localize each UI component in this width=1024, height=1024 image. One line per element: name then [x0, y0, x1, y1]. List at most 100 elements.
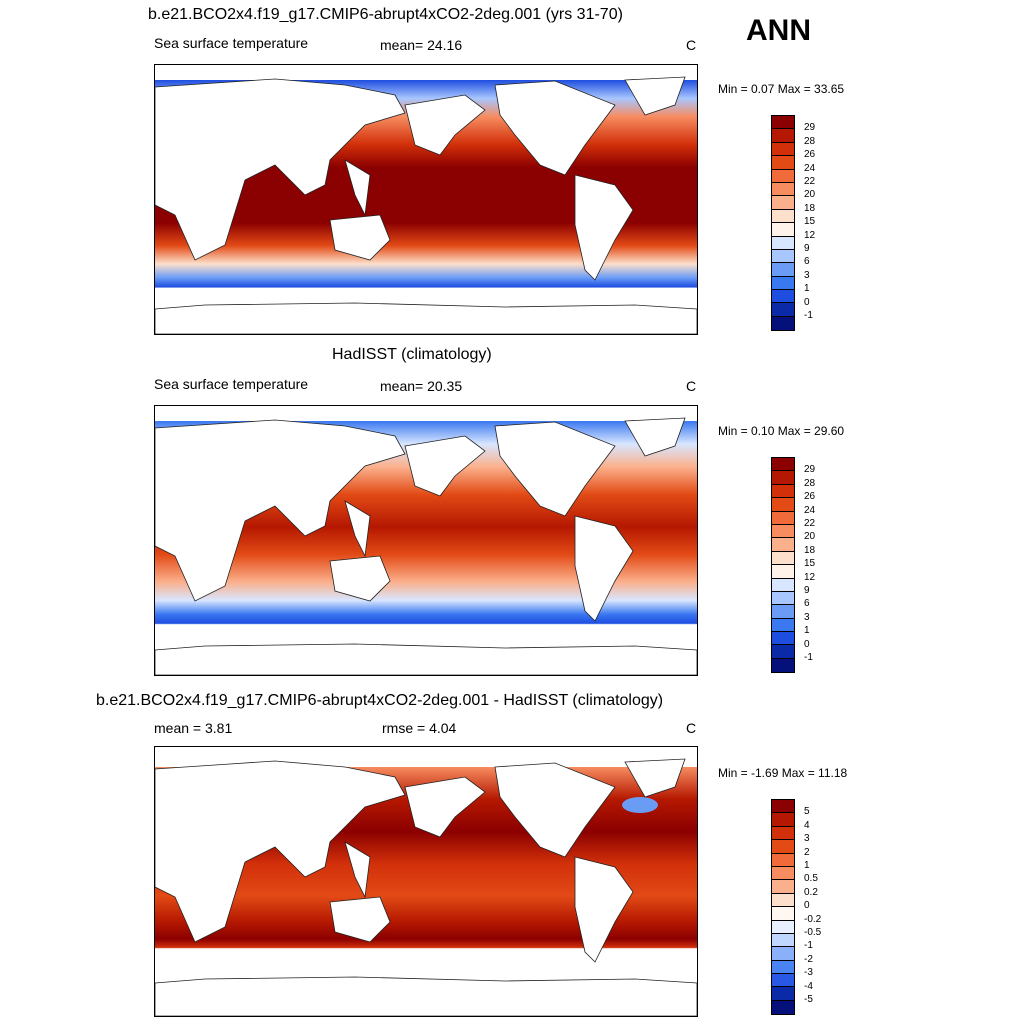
panel-3-map-svg	[155, 758, 697, 1016]
colorbar-tick-label: -5	[804, 994, 813, 1005]
colorbar-tick-label: -2	[804, 953, 813, 965]
colorbar-cell	[772, 658, 794, 673]
colorbar-tick-label: -1	[804, 940, 813, 952]
colorbar-tick-label: 6	[804, 256, 810, 268]
panel-2-map	[154, 405, 698, 676]
panel-3-rmse-label: rmse = 4.04	[382, 720, 457, 736]
colorbar-cell	[772, 826, 794, 841]
panel-2-map-svg	[155, 417, 697, 675]
colorbar-cell	[772, 524, 794, 539]
colorbar-tick-label: 26	[804, 491, 816, 503]
colorbar-cell	[772, 880, 794, 894]
colorbar-tick-label: 4	[804, 819, 810, 831]
colorbar-cell	[772, 316, 794, 331]
colorbar-tick-label: -0.5	[804, 927, 822, 938]
panel-1-units-label: C	[686, 37, 697, 53]
colorbar-cell	[772, 605, 794, 619]
colorbar-cell	[772, 800, 794, 814]
colorbar-cell	[772, 893, 794, 908]
colorbar-tick-label: 0.5	[804, 873, 818, 885]
colorbar-cell	[772, 303, 794, 317]
colorbar-cell	[772, 129, 794, 143]
colorbar-cell	[772, 223, 794, 237]
panel-2-units-label: C	[686, 378, 697, 394]
colorbar-tick-label: 9	[804, 585, 810, 596]
panel-1-minmax: Min = 0.07 Max = 33.65	[718, 82, 845, 96]
panel-1-variable-label: Sea surface temperature	[154, 35, 309, 51]
colorbar-cell	[772, 565, 794, 579]
colorbar-cell	[772, 182, 794, 197]
colorbar-tick-label: 26	[804, 149, 816, 161]
panel-3-units-label: C	[686, 720, 697, 736]
colorbar-tick-label: 0	[804, 296, 810, 308]
colorbar-cell	[772, 276, 794, 291]
colorbar-cell	[772, 632, 794, 646]
colorbar-tick-label: 24	[804, 504, 816, 516]
colorbar-cell	[772, 907, 794, 921]
colorbar-cell	[772, 196, 794, 210]
colorbar-tick-label: -4	[804, 980, 813, 992]
colorbar-cell	[772, 551, 794, 566]
colorbar-tick-label: 29	[804, 464, 816, 476]
colorbar-cell	[772, 618, 794, 633]
colorbar-cell	[772, 156, 794, 170]
colorbar-tick-label: 20	[804, 531, 816, 543]
colorbar-cell	[772, 471, 794, 485]
colorbar-cell	[772, 236, 794, 250]
colorbar-tick-label: 15	[804, 216, 816, 228]
colorbar-tick-label: -1	[804, 310, 813, 321]
colorbar-tick-label: 18	[804, 544, 816, 556]
colorbar-tick-label: 24	[804, 162, 816, 174]
panel-1-map	[154, 64, 698, 335]
colorbar-tick-label: 6	[804, 598, 810, 610]
colorbar-cell	[772, 484, 794, 499]
colorbar-tick-label: 28	[804, 135, 816, 147]
panel-2-colorbar	[771, 457, 795, 674]
panel-3-colorbar	[771, 799, 795, 1016]
colorbar-tick-label: 5	[804, 806, 810, 818]
colorbar-cell	[772, 813, 794, 827]
colorbar-tick-label: 29	[804, 122, 816, 134]
colorbar-cell	[772, 866, 794, 881]
panel-1-mean-label: mean= 24.16	[380, 37, 463, 53]
colorbar-cell	[772, 209, 794, 224]
colorbar-cell	[772, 947, 794, 961]
panel-3-minmax: Min = -1.69 Max = 11.18	[718, 766, 848, 780]
panel-3-mean-label: mean = 3.81	[154, 720, 233, 736]
colorbar-cell	[772, 458, 794, 472]
colorbar-tick-label: 12	[804, 229, 816, 241]
colorbar-tick-label: 1	[804, 625, 810, 637]
panel-1-map-svg	[155, 76, 697, 334]
colorbar-cell	[772, 116, 794, 130]
colorbar-tick-label: -0.2	[804, 913, 822, 925]
colorbar-cell	[772, 974, 794, 988]
colorbar-cell	[772, 960, 794, 975]
panel-1-title: b.e21.BCO2x4.f19_g17.CMIP6-abrupt4xCO2-2…	[148, 6, 623, 23]
panel-2-minmax: Min = 0.10 Max = 29.60	[718, 424, 845, 438]
colorbar-cell	[772, 645, 794, 659]
colorbar-tick-label: 3	[804, 611, 810, 623]
panel-2-variable-label: Sea surface temperature	[154, 376, 309, 392]
colorbar-tick-label: 22	[804, 176, 816, 187]
colorbar-cell	[772, 1000, 794, 1015]
colorbar-tick-label: 18	[804, 202, 816, 214]
colorbar-tick-label: 22	[804, 518, 816, 529]
colorbar-tick-label: 1	[804, 283, 810, 295]
colorbar-tick-label: 28	[804, 477, 816, 489]
colorbar-tick-label: 12	[804, 571, 816, 583]
colorbar-cell	[772, 498, 794, 512]
colorbar-tick-label: 15	[804, 558, 816, 570]
colorbar-tick-label: 9	[804, 243, 810, 254]
colorbar-cell	[772, 511, 794, 525]
colorbar-cell	[772, 578, 794, 592]
panel-2-title: HadISST (climatology)	[332, 346, 492, 363]
colorbar-cell	[772, 263, 794, 277]
colorbar-tick-label: 2	[804, 846, 810, 858]
panel-3-map	[154, 746, 698, 1017]
colorbar-cell	[772, 591, 794, 606]
colorbar-tick-label: 0	[804, 900, 810, 912]
colorbar-cell	[772, 920, 794, 934]
colorbar-tick-label: 0.2	[804, 886, 818, 898]
colorbar-tick-label: -3	[804, 967, 813, 979]
colorbar-tick-label: 3	[804, 269, 810, 281]
